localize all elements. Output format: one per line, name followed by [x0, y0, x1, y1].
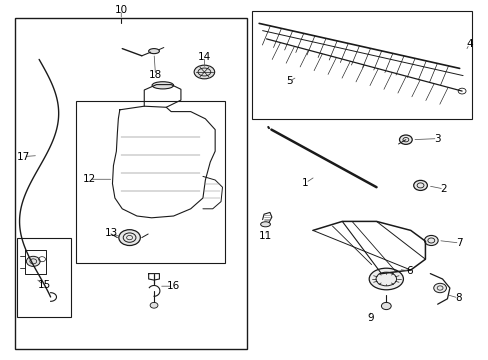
Circle shape [150, 302, 158, 308]
Ellipse shape [260, 222, 270, 227]
Text: 5: 5 [286, 76, 293, 86]
Circle shape [433, 283, 446, 293]
Text: 4: 4 [465, 39, 472, 49]
Text: 2: 2 [440, 184, 447, 194]
Text: 8: 8 [454, 293, 461, 303]
Circle shape [119, 230, 140, 246]
Text: 7: 7 [455, 238, 462, 248]
Text: 15: 15 [37, 280, 51, 291]
Text: 17: 17 [17, 152, 30, 162]
Ellipse shape [152, 82, 173, 89]
Circle shape [413, 180, 427, 190]
Text: 3: 3 [433, 134, 440, 144]
Ellipse shape [148, 49, 159, 54]
Circle shape [381, 302, 390, 310]
Text: 12: 12 [82, 174, 96, 184]
Bar [76, 101, 224, 263]
Circle shape [26, 256, 40, 266]
Text: 13: 13 [104, 228, 118, 238]
Text: 16: 16 [166, 281, 180, 291]
Circle shape [424, 235, 437, 246]
Circle shape [399, 135, 411, 144]
Ellipse shape [368, 268, 403, 290]
Text: 18: 18 [148, 70, 162, 80]
Bar [17, 238, 71, 317]
Bar [15, 18, 246, 349]
Text: 9: 9 [366, 312, 373, 323]
Text: 11: 11 [258, 231, 272, 241]
Ellipse shape [194, 65, 214, 79]
Text: 14: 14 [197, 51, 211, 62]
Text: 6: 6 [406, 266, 412, 276]
Text: 1: 1 [302, 178, 308, 188]
Text: 10: 10 [115, 5, 127, 15]
Bar [251, 11, 471, 119]
